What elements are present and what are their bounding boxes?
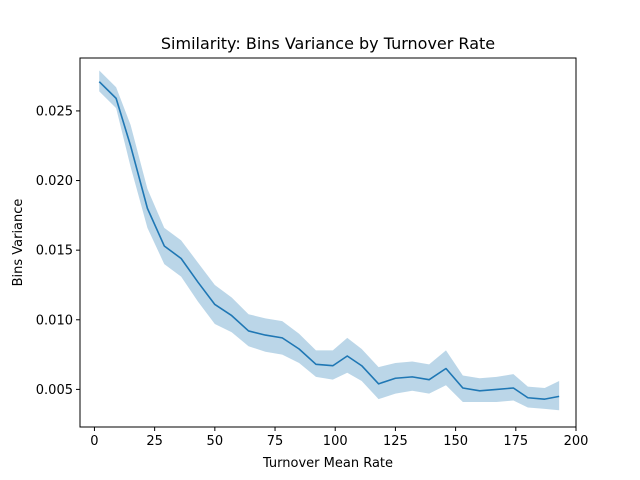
x-tick-label: 100 [323, 434, 348, 449]
x-tick-label: 25 [146, 434, 163, 449]
x-tick-label: 150 [443, 434, 468, 449]
y-tick-label: 0.025 [36, 104, 73, 119]
x-tick-label: 175 [503, 434, 528, 449]
y-axis: 0.005 0.010 0.015 0.020 0.025 [36, 104, 80, 398]
y-axis-label: Bins Variance [11, 199, 26, 287]
y-tick-label: 0.015 [36, 244, 73, 259]
x-axis-label: Turnover Mean Rate [262, 456, 393, 471]
chart-title: Similarity: Bins Variance by Turnover Ra… [161, 34, 495, 53]
confidence-band-0 [99, 70, 560, 411]
plot-area [98, 70, 560, 411]
x-axis: 0 25 50 75 100 125 150 175 200 [90, 427, 588, 449]
x-tick-label: 75 [267, 434, 284, 449]
y-tick-label: 0.020 [36, 174, 73, 189]
x-tick-label: 0 [90, 434, 98, 449]
y-tick-label: 0.005 [36, 383, 73, 398]
x-tick-label: 200 [564, 434, 589, 449]
x-tick-label: 50 [207, 434, 224, 449]
y-tick-label: 0.010 [36, 313, 73, 328]
plot-frame [79, 57, 577, 428]
x-tick-label: 125 [383, 434, 408, 449]
